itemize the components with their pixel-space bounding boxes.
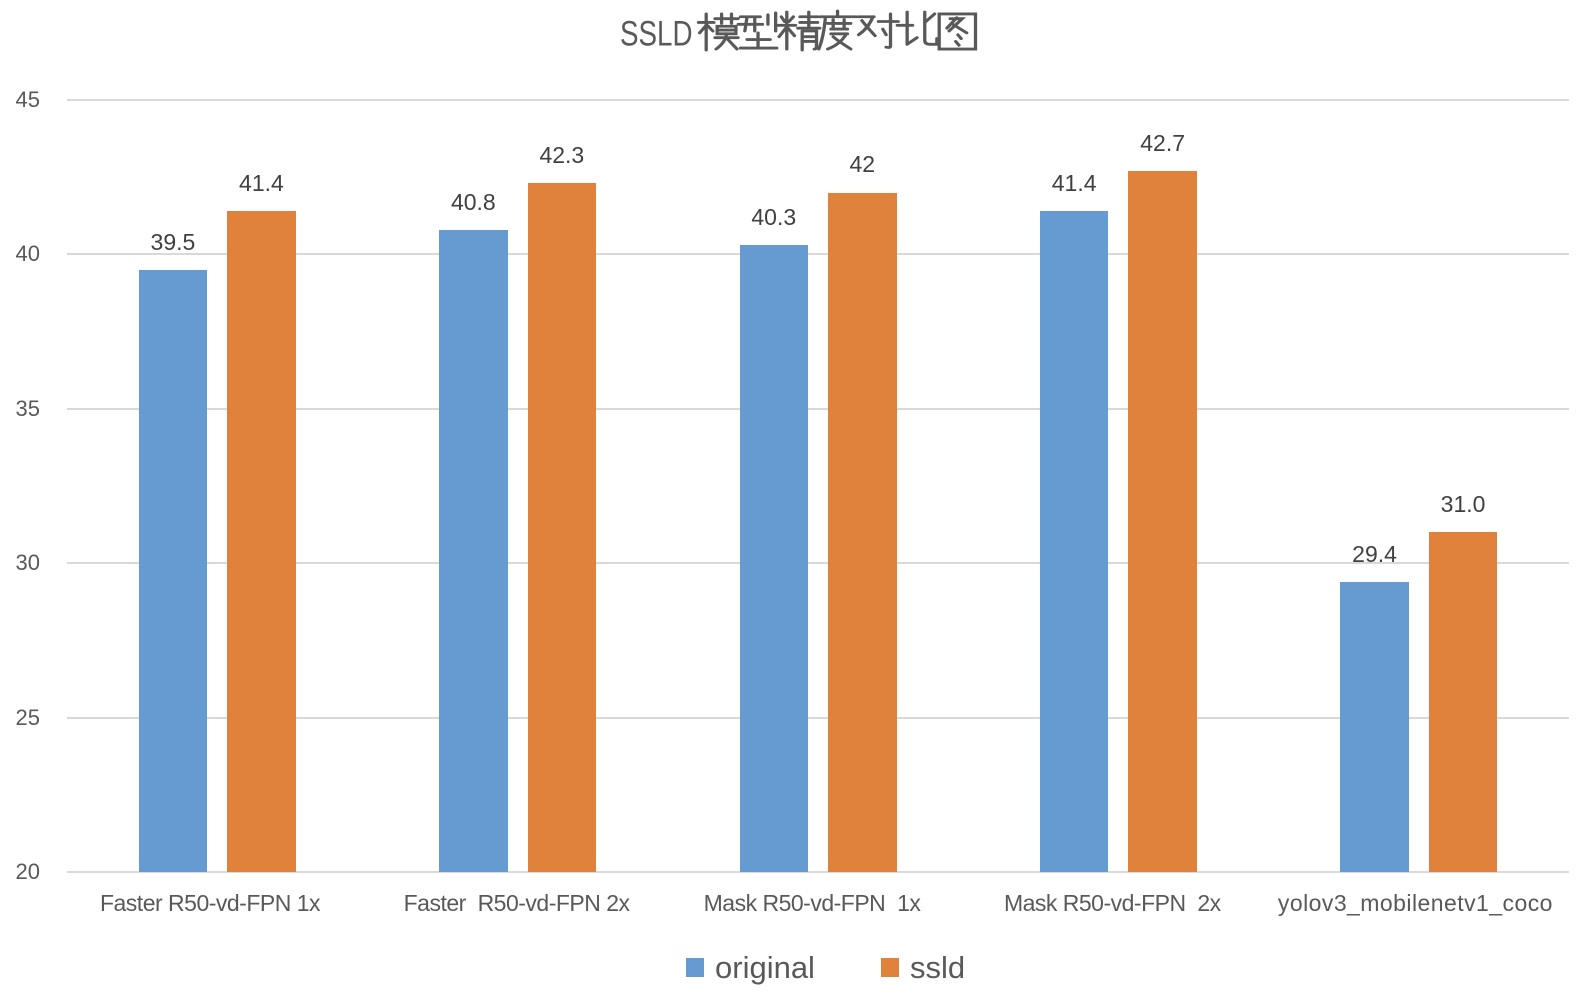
- svg-text:SSLD: SSLD: [620, 14, 693, 53]
